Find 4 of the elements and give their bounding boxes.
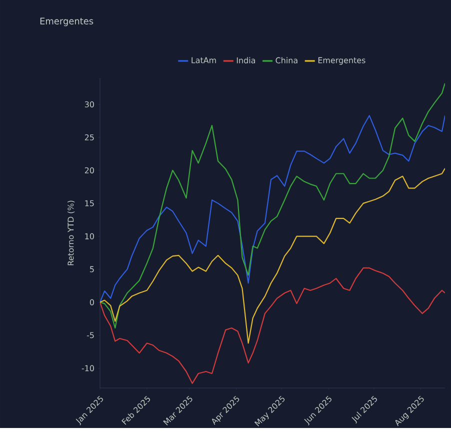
line-series bbox=[100, 115, 445, 303]
line-series bbox=[100, 267, 445, 384]
chart-title: Emergentes bbox=[40, 18, 94, 26]
line-series bbox=[100, 82, 445, 329]
